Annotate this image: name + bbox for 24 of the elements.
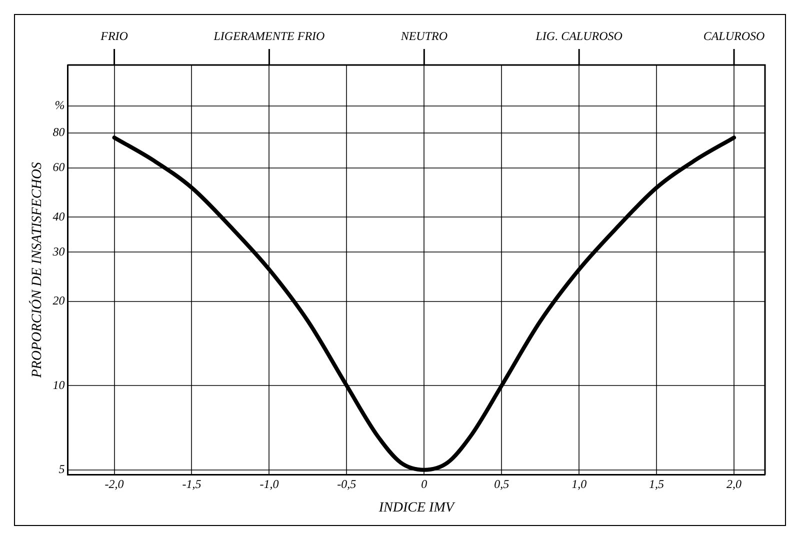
x-tick-label: -0,5: [337, 477, 356, 492]
x-tick-label: 1,5: [649, 477, 664, 492]
x-tick-label: 1,0: [572, 477, 587, 492]
y-tick-label: 80: [52, 125, 65, 140]
x-tick-label: -2,0: [104, 477, 124, 492]
annotation: FRIO: [100, 29, 128, 44]
y-tick-label: 5: [58, 462, 65, 476]
annotation: CALUROSO: [703, 29, 766, 44]
annotation: LIG. CALUROSO: [534, 29, 623, 44]
x-axis-title: INDICE IMV: [378, 500, 456, 516]
annotation: LIGERAMENTE FRIO: [212, 29, 326, 44]
x-tick-label: -1,0: [260, 477, 279, 492]
y-axis-title: PROPORCIÓN DE INSATISFECHOS: [28, 162, 46, 379]
x-tick-label: 2,0: [726, 477, 742, 492]
y-tick-label: 60: [52, 160, 65, 174]
y-tick-label: 30: [52, 244, 65, 258]
x-tick-label: 0,5: [494, 477, 510, 492]
y-tick-label: 40: [52, 209, 65, 224]
y-tick-label: 20: [52, 294, 65, 308]
x-tick-label: 0: [421, 477, 428, 492]
y-tick-label: 10: [52, 378, 65, 392]
x-tick-label: -1,5: [182, 477, 202, 492]
y-tick-label: %: [54, 98, 65, 112]
annotation: NEUTRO: [400, 29, 448, 44]
